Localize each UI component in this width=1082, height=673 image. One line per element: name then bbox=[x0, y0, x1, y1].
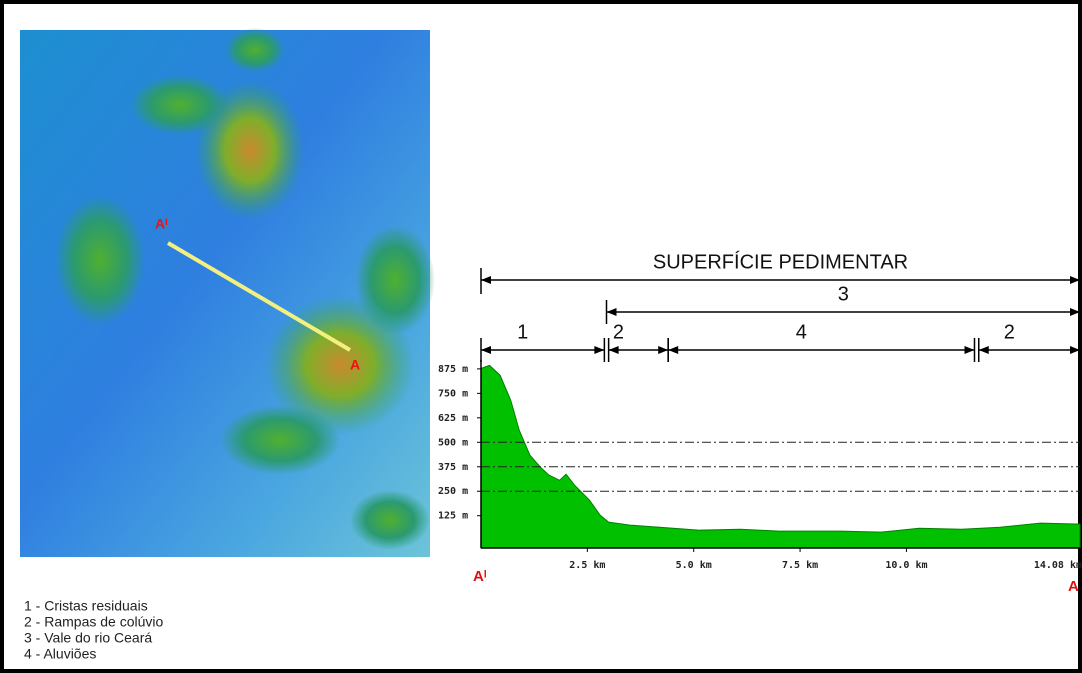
x-tick-label: 5.0 km bbox=[676, 560, 712, 571]
profile-area bbox=[481, 365, 1080, 548]
x-tick-label: 14.08 km bbox=[1034, 560, 1082, 571]
relief bbox=[130, 75, 230, 135]
span-label: 1 bbox=[517, 321, 528, 343]
legend-item: 1 - Cristas residuais bbox=[24, 598, 148, 614]
figure: Aᴵ A 1 - Cristas residuais2 - Rampas de … bbox=[0, 0, 1082, 673]
y-tick-label: 875 m bbox=[438, 364, 468, 375]
span-label: 2 bbox=[1004, 321, 1015, 343]
y-tick-label: 500 m bbox=[438, 437, 468, 448]
map-label: A bbox=[350, 357, 360, 373]
map-label: Aᴵ bbox=[155, 216, 168, 232]
x-tick-label: 10.0 km bbox=[885, 560, 927, 571]
span-label: 4 bbox=[796, 321, 807, 343]
y-tick-label: 250 m bbox=[438, 486, 468, 497]
profile-chart: 875 m 750 m 625 m 500 m 375 m 250 m 125 m 2.5 k… bbox=[438, 250, 1082, 595]
end-label: Aᴵ bbox=[473, 568, 487, 585]
y-tick-label: 375 m bbox=[438, 462, 468, 473]
relief bbox=[55, 195, 145, 325]
span-label: 3 bbox=[838, 283, 849, 305]
y-tick-label: 625 m bbox=[438, 413, 468, 424]
page: {"map":{"labels":["Aᴵ","A"]}, "chart_dat… bbox=[0, 0, 1082, 673]
end-label: A bbox=[1068, 578, 1079, 595]
relief bbox=[355, 225, 435, 335]
y-tick-label: 750 m bbox=[438, 388, 468, 399]
x-tick-label: 7.5 km bbox=[782, 560, 818, 571]
y-tick-label: 125 m bbox=[438, 511, 468, 522]
span-label: 2 bbox=[613, 321, 624, 343]
legend-item: 2 - Rampas de colúvio bbox=[24, 614, 164, 630]
relief bbox=[225, 28, 285, 72]
map: Aᴵ A bbox=[20, 28, 435, 557]
relief bbox=[220, 405, 340, 475]
relief bbox=[350, 490, 430, 550]
x-tick-label: 2.5 km bbox=[569, 560, 605, 571]
legend-item: 3 - Vale do rio Ceará bbox=[24, 630, 152, 646]
span-label: SUPERFÍCIE PEDIMENTAR bbox=[653, 250, 908, 273]
legend-item: 4 - Aluviões bbox=[24, 646, 96, 662]
